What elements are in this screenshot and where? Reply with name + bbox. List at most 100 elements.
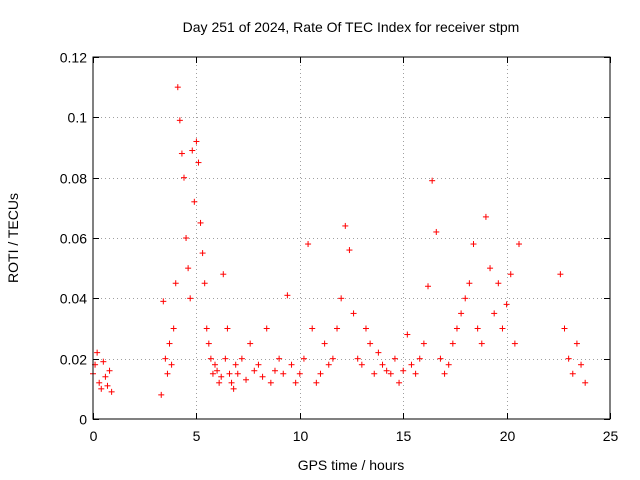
- data-point: [458, 310, 465, 317]
- data-point: [354, 355, 361, 362]
- data-point: [491, 310, 498, 317]
- data-point: [96, 379, 103, 386]
- y-tick-label: 0.06: [60, 231, 87, 247]
- data-point: [358, 361, 365, 368]
- data-point: [474, 325, 481, 332]
- data-point: [178, 150, 185, 157]
- data-point: [557, 271, 564, 278]
- data-point: [445, 361, 452, 368]
- data-point: [104, 382, 111, 389]
- data-point: [212, 361, 219, 368]
- data-point: [263, 325, 270, 332]
- data-point: [433, 228, 440, 235]
- data-point: [108, 388, 115, 395]
- data-point: [222, 355, 229, 362]
- data-point: [296, 370, 303, 377]
- data-point: [170, 325, 177, 332]
- data-point: [199, 250, 206, 257]
- data-point: [158, 391, 165, 398]
- data-point: [342, 222, 349, 229]
- data-point: [462, 295, 469, 302]
- data-point: [259, 373, 266, 380]
- data-point: [338, 295, 345, 302]
- data-point: [565, 355, 572, 362]
- data-point: [578, 361, 585, 368]
- data-point: [216, 379, 223, 386]
- data-point: [362, 325, 369, 332]
- data-point: [511, 340, 518, 347]
- y-tick-label: 0.08: [60, 171, 87, 187]
- data-point: [193, 138, 200, 145]
- data-point: [174, 84, 181, 91]
- data-point: [334, 325, 341, 332]
- data-point: [232, 361, 239, 368]
- data-point: [412, 370, 419, 377]
- y-tick-label: 0.04: [60, 291, 87, 307]
- data-point: [499, 325, 506, 332]
- data-point: [292, 379, 299, 386]
- data-point: [185, 265, 192, 272]
- data-point: [228, 379, 235, 386]
- data-point: [243, 376, 250, 383]
- axis-ticks: 0 5 10 15 20 25 0 0.02 0.04 0.06 0.08 0.1 0.12: [60, 50, 619, 445]
- data-point: [267, 379, 274, 386]
- data-point: [251, 367, 258, 374]
- data-point: [102, 373, 109, 380]
- data-point: [94, 349, 101, 356]
- data-point: [569, 370, 576, 377]
- data-points: [90, 84, 589, 398]
- data-point: [383, 367, 390, 374]
- data-point: [209, 370, 216, 377]
- y-tick-label: 0: [79, 412, 87, 428]
- data-point: [404, 331, 411, 338]
- data-point: [305, 241, 312, 248]
- data-point: [203, 325, 210, 332]
- data-point: [453, 325, 460, 332]
- x-tick-label: 20: [500, 428, 516, 444]
- data-point: [466, 280, 473, 287]
- data-point: [226, 370, 233, 377]
- data-point: [164, 370, 171, 377]
- x-tick-label: 5: [193, 428, 201, 444]
- data-point: [238, 355, 245, 362]
- data-point: [234, 370, 241, 377]
- x-tick-label: 10: [293, 428, 309, 444]
- data-point: [309, 325, 316, 332]
- y-axis-label: ROTI / TECUs: [5, 193, 21, 283]
- data-point: [573, 340, 580, 347]
- data-point: [205, 340, 212, 347]
- data-point: [271, 367, 278, 374]
- data-point: [191, 198, 198, 205]
- data-point: [371, 370, 378, 377]
- data-point: [561, 325, 568, 332]
- data-point: [284, 292, 291, 299]
- x-tick-label: 25: [603, 428, 619, 444]
- data-point: [487, 265, 494, 272]
- data-point: [375, 349, 382, 356]
- data-point: [288, 361, 295, 368]
- data-point: [189, 147, 196, 154]
- data-point: [176, 117, 183, 124]
- data-point: [516, 241, 523, 248]
- data-point: [317, 370, 324, 377]
- data-point: [449, 340, 456, 347]
- data-point: [379, 361, 386, 368]
- x-tick-label: 0: [90, 428, 98, 444]
- y-tick-label: 0.12: [60, 50, 87, 66]
- data-point: [429, 177, 436, 184]
- x-axis-label: GPS time / hours: [298, 457, 405, 473]
- data-point: [180, 174, 187, 181]
- data-point: [300, 355, 307, 362]
- data-point: [100, 358, 107, 365]
- data-point: [400, 367, 407, 374]
- data-point: [346, 247, 353, 254]
- data-point: [195, 159, 202, 166]
- data-point: [396, 379, 403, 386]
- data-point: [247, 340, 254, 347]
- data-point: [478, 340, 485, 347]
- data-point: [503, 301, 510, 308]
- data-point: [201, 280, 208, 287]
- data-point: [280, 370, 287, 377]
- data-point: [420, 340, 427, 347]
- data-point: [276, 355, 283, 362]
